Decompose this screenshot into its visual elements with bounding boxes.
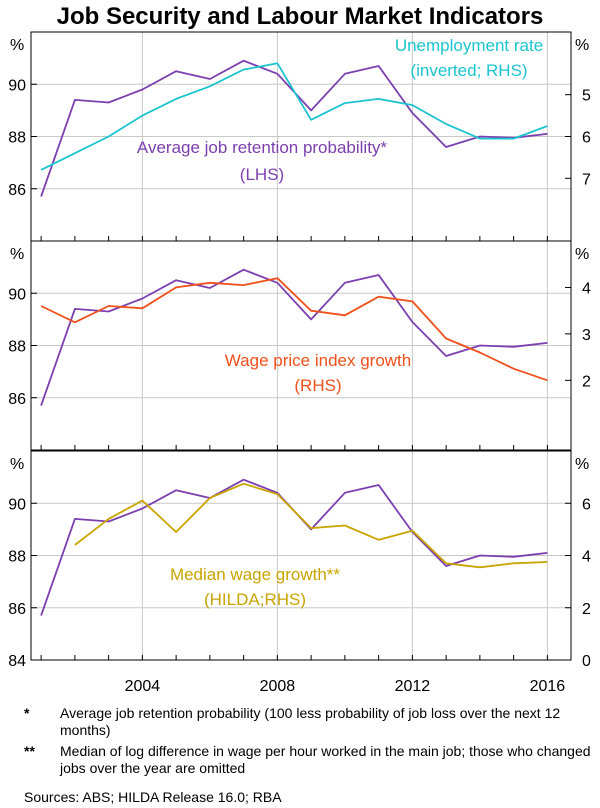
x-tick-label: 2012 bbox=[395, 678, 431, 695]
left-unit-label: % bbox=[10, 456, 24, 473]
right-tick-label: 2 bbox=[582, 601, 591, 618]
series-annotation: Wage price index growth bbox=[225, 351, 411, 370]
left-tick-label: 88 bbox=[8, 130, 26, 147]
chart-figure: Job Security and Labour Market Indicator… bbox=[8, 3, 591, 695]
left-unit-label: % bbox=[10, 246, 24, 263]
chart-panel: % % 86 88 90 5 6 7 Unemployment rate (inverted; R… bbox=[8, 31, 591, 242]
x-tick-label: 2004 bbox=[125, 678, 161, 695]
right-tick-label: 7 bbox=[582, 171, 591, 188]
right-unit-label: % bbox=[575, 246, 589, 263]
right-tick-label: 4 bbox=[582, 549, 591, 566]
right-tick-label: 3 bbox=[582, 327, 591, 344]
right-tick-label: 5 bbox=[582, 88, 591, 105]
series-line bbox=[40, 59, 548, 197]
sources: Sources: ABS; HILDA Release 16.0; RBA bbox=[24, 789, 282, 805]
right-tick-label: 4 bbox=[582, 280, 591, 297]
series-annotation: Median wage growth** bbox=[170, 565, 340, 584]
right-tick-label: 6 bbox=[582, 130, 591, 147]
footnote: * Average job retention probability (100… bbox=[24, 705, 594, 739]
x-tick-label: 2016 bbox=[530, 678, 566, 695]
left-tick-label: 90 bbox=[8, 496, 26, 513]
series-annotation: (LHS) bbox=[240, 165, 284, 184]
footnote-mark: * bbox=[24, 705, 30, 721]
series-line bbox=[40, 277, 548, 382]
chart-title: Job Security and Labour Market Indicator… bbox=[57, 3, 544, 30]
series-line bbox=[74, 482, 548, 569]
series-line bbox=[40, 62, 548, 171]
series-annotation: Average job retention probability* bbox=[137, 138, 388, 157]
footnote-text: Median of log difference in wage per hou… bbox=[60, 743, 591, 776]
series-annotation: Unemployment rate bbox=[395, 36, 543, 55]
left-tick-label: 88 bbox=[8, 549, 26, 566]
right-tick-label: 6 bbox=[582, 496, 591, 513]
left-tick-label: 88 bbox=[8, 339, 26, 356]
left-tick-label: 86 bbox=[8, 182, 26, 199]
footnote-text: Average job retention probability (100 l… bbox=[60, 705, 561, 738]
left-tick-label: 86 bbox=[8, 391, 26, 408]
left-unit-label: % bbox=[10, 37, 24, 54]
left-tick-label: 86 bbox=[8, 601, 26, 618]
footnote: ** Median of log difference in wage per … bbox=[24, 743, 594, 777]
series-line bbox=[40, 268, 548, 406]
left-tick-label: 90 bbox=[8, 77, 26, 94]
chart-panel: % % 86 88 90 2 3 4 Wage price index growth (RHS) bbox=[8, 240, 591, 451]
right-unit-label: % bbox=[575, 456, 589, 473]
series-annotation: (HILDA;RHS) bbox=[204, 590, 306, 609]
right-tick-label: 0 bbox=[582, 653, 591, 670]
right-unit-label: % bbox=[575, 37, 589, 54]
right-tick-label: 2 bbox=[582, 373, 591, 390]
footnote-mark: ** bbox=[24, 743, 35, 759]
chart-panel: % % 84 86 88 90 0 2 4 6 Median wage growth** (HILDA… bbox=[8, 450, 591, 670]
x-tick-label: 2008 bbox=[260, 678, 296, 695]
series-annotation: (inverted; RHS) bbox=[410, 61, 527, 80]
left-tick-label: 90 bbox=[8, 286, 26, 303]
left-tick-label: 84 bbox=[8, 653, 26, 670]
series-annotation: (RHS) bbox=[294, 376, 341, 395]
footnotes: * Average job retention probability (100… bbox=[24, 705, 594, 781]
